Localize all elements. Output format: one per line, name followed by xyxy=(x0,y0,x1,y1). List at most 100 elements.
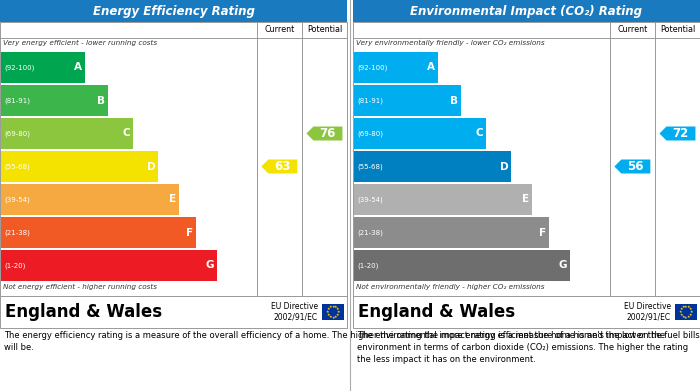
Bar xyxy=(0,296,347,328)
Text: (81-91): (81-91) xyxy=(4,97,30,104)
Text: D: D xyxy=(500,161,508,172)
Text: (92-100): (92-100) xyxy=(357,64,387,71)
Text: (21-38): (21-38) xyxy=(357,229,383,236)
Text: ★: ★ xyxy=(685,316,687,319)
Bar xyxy=(1,151,158,182)
Text: E: E xyxy=(522,194,528,204)
Text: ★: ★ xyxy=(687,305,690,309)
Bar xyxy=(0,22,347,296)
Text: England & Wales: England & Wales xyxy=(358,303,515,321)
Text: ★: ★ xyxy=(680,313,683,317)
Text: Energy Efficiency Rating: Energy Efficiency Rating xyxy=(92,5,254,18)
Text: D: D xyxy=(147,161,155,172)
Bar xyxy=(1,184,178,215)
Text: ★: ★ xyxy=(336,313,340,317)
Polygon shape xyxy=(261,160,298,174)
Text: (21-38): (21-38) xyxy=(4,229,30,236)
Text: G: G xyxy=(558,260,567,271)
Bar xyxy=(675,304,697,320)
Text: (1-20): (1-20) xyxy=(357,262,379,269)
Text: EU Directive: EU Directive xyxy=(624,302,671,311)
Bar xyxy=(354,118,486,149)
Bar xyxy=(354,52,438,83)
Text: ★: ★ xyxy=(326,310,329,314)
Bar xyxy=(1,249,217,282)
Text: 2002/91/EC: 2002/91/EC xyxy=(274,313,318,322)
Text: ★: ★ xyxy=(689,307,692,311)
Text: ★: ★ xyxy=(682,315,685,319)
Bar xyxy=(354,151,511,182)
Text: (69-80): (69-80) xyxy=(357,130,383,137)
Text: Not energy efficient - higher running costs: Not energy efficient - higher running co… xyxy=(3,284,157,290)
Text: E: E xyxy=(169,194,176,204)
Text: 63: 63 xyxy=(274,160,290,173)
Text: ★: ★ xyxy=(334,305,337,309)
Text: A: A xyxy=(74,63,82,72)
Bar xyxy=(322,304,344,320)
Text: Current: Current xyxy=(264,25,295,34)
Text: England & Wales: England & Wales xyxy=(5,303,162,321)
Text: (69-80): (69-80) xyxy=(4,130,30,137)
Bar xyxy=(1,217,197,248)
Bar xyxy=(354,249,570,282)
Bar xyxy=(1,84,108,117)
Text: Very energy efficient - lower running costs: Very energy efficient - lower running co… xyxy=(3,40,157,46)
Text: 56: 56 xyxy=(627,160,643,173)
Text: (39-54): (39-54) xyxy=(4,196,29,203)
Text: (39-54): (39-54) xyxy=(357,196,383,203)
Bar xyxy=(353,22,700,296)
Bar xyxy=(354,84,461,117)
Text: B: B xyxy=(449,95,458,106)
Text: (55-68): (55-68) xyxy=(357,163,383,170)
Bar xyxy=(353,0,700,22)
Bar xyxy=(1,52,85,83)
Text: ★: ★ xyxy=(331,305,335,308)
Text: Environmental Impact (CO₂) Rating: Environmental Impact (CO₂) Rating xyxy=(410,5,643,18)
Text: ★: ★ xyxy=(679,310,682,314)
Text: EU Directive: EU Directive xyxy=(271,302,318,311)
Text: ★: ★ xyxy=(328,315,332,319)
Polygon shape xyxy=(615,160,650,174)
Bar xyxy=(0,0,347,22)
Polygon shape xyxy=(307,127,342,140)
Text: Current: Current xyxy=(617,25,648,34)
Text: ★: ★ xyxy=(680,307,683,311)
Text: Potential: Potential xyxy=(307,25,342,34)
Text: ★: ★ xyxy=(326,313,330,317)
Text: (55-68): (55-68) xyxy=(4,163,29,170)
Bar xyxy=(354,184,531,215)
Text: (81-91): (81-91) xyxy=(357,97,383,104)
Text: ★: ★ xyxy=(682,305,685,309)
Text: ★: ★ xyxy=(687,315,690,319)
Bar xyxy=(354,217,550,248)
Text: ★: ★ xyxy=(328,305,332,309)
Text: The energy efficiency rating is a measure of the overall efficiency of a home. T: The energy efficiency rating is a measur… xyxy=(4,331,700,352)
Text: 72: 72 xyxy=(672,127,689,140)
Bar xyxy=(1,118,133,149)
Text: G: G xyxy=(205,260,214,271)
Text: ★: ★ xyxy=(337,310,340,314)
Text: B: B xyxy=(97,95,104,106)
Text: ★: ★ xyxy=(689,313,692,317)
Text: ★: ★ xyxy=(690,310,693,314)
Text: A: A xyxy=(427,63,435,72)
Text: ★: ★ xyxy=(331,316,335,319)
Text: ★: ★ xyxy=(334,315,337,319)
Text: F: F xyxy=(186,228,193,237)
Text: (92-100): (92-100) xyxy=(4,64,34,71)
Text: The environmental impact rating is a measure of a home's impact on the environme: The environmental impact rating is a mea… xyxy=(357,331,688,364)
Text: ★: ★ xyxy=(685,305,687,308)
Text: Not environmentally friendly - higher CO₂ emissions: Not environmentally friendly - higher CO… xyxy=(356,284,545,290)
Polygon shape xyxy=(659,127,695,140)
Text: ★: ★ xyxy=(326,307,330,311)
Text: 2002/91/EC: 2002/91/EC xyxy=(627,313,671,322)
Text: ★: ★ xyxy=(336,307,340,311)
Text: C: C xyxy=(122,129,130,138)
Text: Potential: Potential xyxy=(660,25,695,34)
Text: (1-20): (1-20) xyxy=(4,262,25,269)
Bar xyxy=(353,296,700,328)
Text: Very environmentally friendly - lower CO₂ emissions: Very environmentally friendly - lower CO… xyxy=(356,40,545,46)
Text: F: F xyxy=(539,228,547,237)
Text: 76: 76 xyxy=(319,127,335,140)
Text: C: C xyxy=(475,129,483,138)
